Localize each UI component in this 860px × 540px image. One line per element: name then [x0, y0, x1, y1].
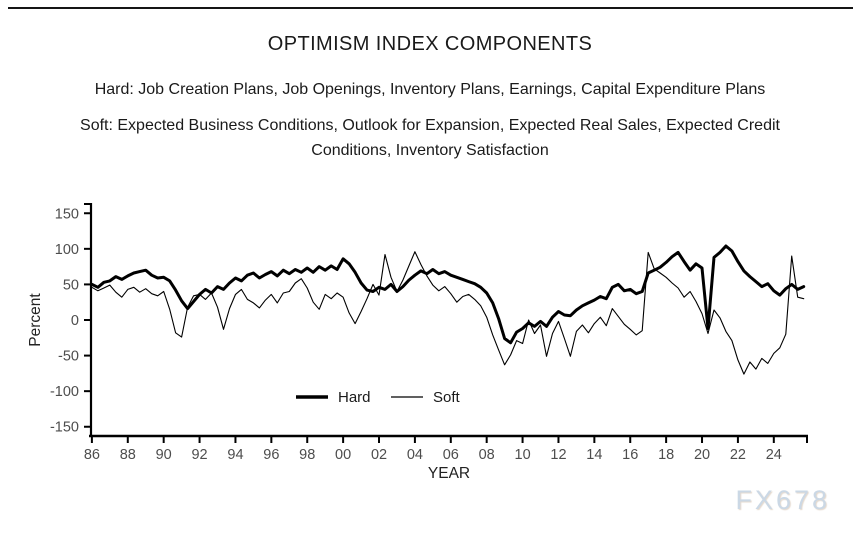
x-tick-label: 94 — [227, 447, 243, 463]
watermark: FX678 — [735, 485, 830, 515]
x-tick-label: 02 — [371, 447, 387, 463]
y-tick-label: 100 — [55, 242, 79, 258]
page-title: OPTIMISM INDEX COMPONENTS — [267, 33, 593, 55]
x-tick-label: 06 — [443, 447, 459, 463]
x-tick-label: 08 — [479, 447, 495, 463]
series-line-hard — [90, 244, 806, 345]
soft-label: Soft: — [80, 117, 113, 134]
legend-label-soft: Soft — [433, 389, 461, 406]
x-tick-label: 96 — [263, 447, 279, 463]
x-tick-label: 86 — [84, 447, 100, 463]
series-line-soft — [91, 251, 805, 375]
x-tick-label: 92 — [191, 447, 207, 463]
x-tick-label: 88 — [120, 447, 136, 463]
y-tick-label: -50 — [58, 349, 79, 365]
x-tick-label: 04 — [407, 447, 423, 463]
x-tick-label: 90 — [156, 447, 172, 463]
hard-label: Hard: — [94, 81, 134, 98]
x-tick-label: 20 — [694, 447, 710, 463]
y-tick-label: 0 — [71, 313, 79, 329]
x-tick-label: 10 — [515, 447, 531, 463]
soft-items: Expected Business Conditions, Outlook fo… — [117, 117, 780, 159]
soft-components-text: Soft: Expected Business Conditions, Outl… — [40, 113, 820, 163]
x-tick-label: 22 — [730, 447, 746, 463]
y-tick-label: 150 — [55, 206, 79, 222]
x-tick-label: 12 — [550, 447, 566, 463]
y-tick-label: -150 — [50, 420, 79, 436]
x-tick-label: 16 — [622, 447, 638, 463]
y-axis-title: Percent — [27, 293, 44, 347]
legend-label-hard: Hard — [338, 389, 371, 406]
x-tick-label: 00 — [335, 447, 351, 463]
y-tick-label: -100 — [50, 384, 79, 400]
y-tick-label: 50 — [63, 277, 79, 293]
x-tick-label: 18 — [658, 447, 674, 463]
hard-components-text: Hard: Job Creation Plans, Job Openings, … — [0, 81, 860, 99]
top-rule — [8, 7, 853, 9]
x-tick-label: 14 — [586, 447, 602, 463]
x-tick-label: 24 — [766, 447, 782, 463]
hard-items: Job Creation Plans, Job Openings, Invent… — [138, 81, 766, 98]
x-tick-label: 98 — [299, 447, 315, 463]
x-axis-title: YEAR — [428, 465, 470, 482]
